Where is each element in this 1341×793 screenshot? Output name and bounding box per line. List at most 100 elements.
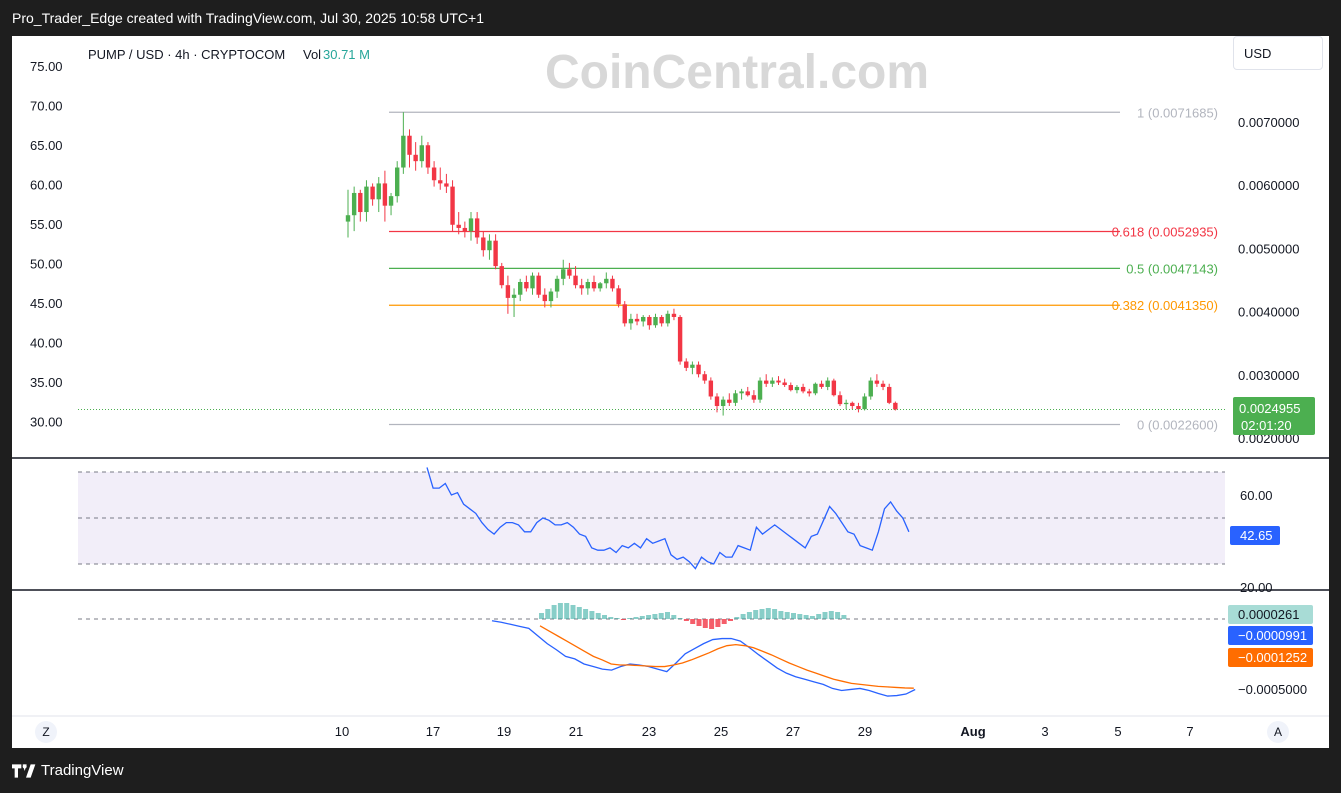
candle-body [862,396,867,410]
macd-histogram-bar [614,618,620,619]
left-axis-tick: 70.00 [30,99,63,114]
candle-body [554,278,560,292]
candle-body [419,145,424,162]
candle-body [413,154,418,162]
macd-histogram-bar [564,603,570,619]
time-axis-tick: 21 [569,724,583,739]
candle-body [684,361,689,368]
candle-body [696,364,701,375]
candle-body [561,269,566,279]
macd-histogram-bar [696,619,702,626]
candle-body [345,215,351,222]
candle-body [468,218,474,232]
tradingview-logo[interactable]: TradingView [12,762,124,779]
candle-body [376,183,381,200]
macd-histogram-bar [633,617,639,619]
candle-body [647,316,652,326]
rsi-tick: 20.00 [1240,580,1273,595]
macd-badge-bg [1228,626,1313,645]
signal-badge-bg [1228,648,1313,667]
macd-histogram-bar [791,613,796,619]
candle-body [456,224,461,228]
macd-histogram-bar [570,605,576,619]
candle-body [474,218,480,238]
macd-histogram-bar [740,614,746,619]
candle-body [690,364,695,368]
left-axis-tick: 75.00 [30,59,63,74]
candle-body [628,318,634,324]
histogram-badge: 0.0000261 [1238,607,1299,622]
candle-body [671,313,677,317]
candle-body [444,183,449,187]
candle-body [819,383,824,387]
candle-body [573,275,578,286]
time-axis-tick: 19 [497,724,511,739]
time-axis: 10 17 19 21 23 25 27 29 Aug 3 5 7 Z A [12,715,1329,743]
candle-body [800,386,806,392]
macd-histogram-bar [803,615,809,619]
macd-histogram-bar [765,608,771,619]
time-axis-tick: 3 [1041,724,1048,739]
macd-histogram-bar [683,619,689,621]
candle-body [462,227,468,232]
volume-label: Vol [303,47,321,62]
macd-histogram-bar [835,612,841,619]
macd-histogram-bar [608,617,614,619]
page-title: Pro_Trader_Edge created with TradingView… [0,0,1341,36]
rsi-badge-bg [1230,526,1280,545]
candle-body [567,269,572,276]
candle-body [401,135,406,168]
symbol-legend: PUMP / USD · 4h · CRYPTOCOM [88,47,285,62]
macd-histogram-bar [539,613,544,619]
candle-body [622,304,627,324]
rsi-line [426,467,910,570]
candle-body [388,196,394,206]
countdown-label: 02:01:20 [1241,418,1292,433]
currency-button[interactable]: USD [1233,36,1323,70]
candle-body [702,374,707,381]
candle-body [351,192,357,216]
macd-histogram-bar [545,609,551,619]
candle-body [714,396,720,407]
macd-histogram-bar [728,619,733,621]
candle-body [782,382,787,386]
macd-histogram-bar [753,610,759,619]
signal-badge: −0.0001252 [1238,650,1307,665]
candle-body [395,167,400,197]
time-axis-tick: 25 [714,724,728,739]
macd-histogram-bar [677,618,683,619]
chart-canvas[interactable]: CoinCentral.com PUMP / USD · 4h · CRYPTOC… [12,36,1329,748]
candle-body [499,266,504,286]
candle-body [653,316,658,326]
macd-histogram-bar [639,616,645,619]
candle-body [481,237,486,251]
candle-body [597,283,603,289]
tradingview-logo-icon [12,763,36,778]
macd-pane: 0.0000261 −0.0000991 −0.0001252 −0.0005000 [78,603,1313,697]
candle-body [511,294,517,298]
left-axis-tick: 50.00 [30,257,63,272]
candle-body [794,386,800,391]
candle-body [720,399,726,407]
candle-body [425,145,431,168]
volume-value: 30.71 M [323,47,370,62]
candle-body [579,285,584,289]
candle-body [868,380,873,397]
candle-body [382,183,388,206]
macd-histogram-bar [627,618,633,619]
candle-body [665,313,670,324]
macd-tick: −0.0005000 [1238,682,1307,697]
candle-body [505,285,511,298]
candle-body [727,399,732,403]
candle-body [788,385,793,391]
macd-histogram-bar [702,619,708,628]
time-axis-tick: 5 [1114,724,1121,739]
candle-body [843,402,849,405]
rsi-value-badge: 42.65 [1240,528,1273,543]
candle-body [450,186,455,225]
left-axis-tick: 60.00 [30,178,63,193]
candle-body [776,380,781,383]
candle-body [807,391,812,394]
fib-level-label: 1 (0.0071685) [1137,105,1218,120]
candle-body [604,278,609,284]
